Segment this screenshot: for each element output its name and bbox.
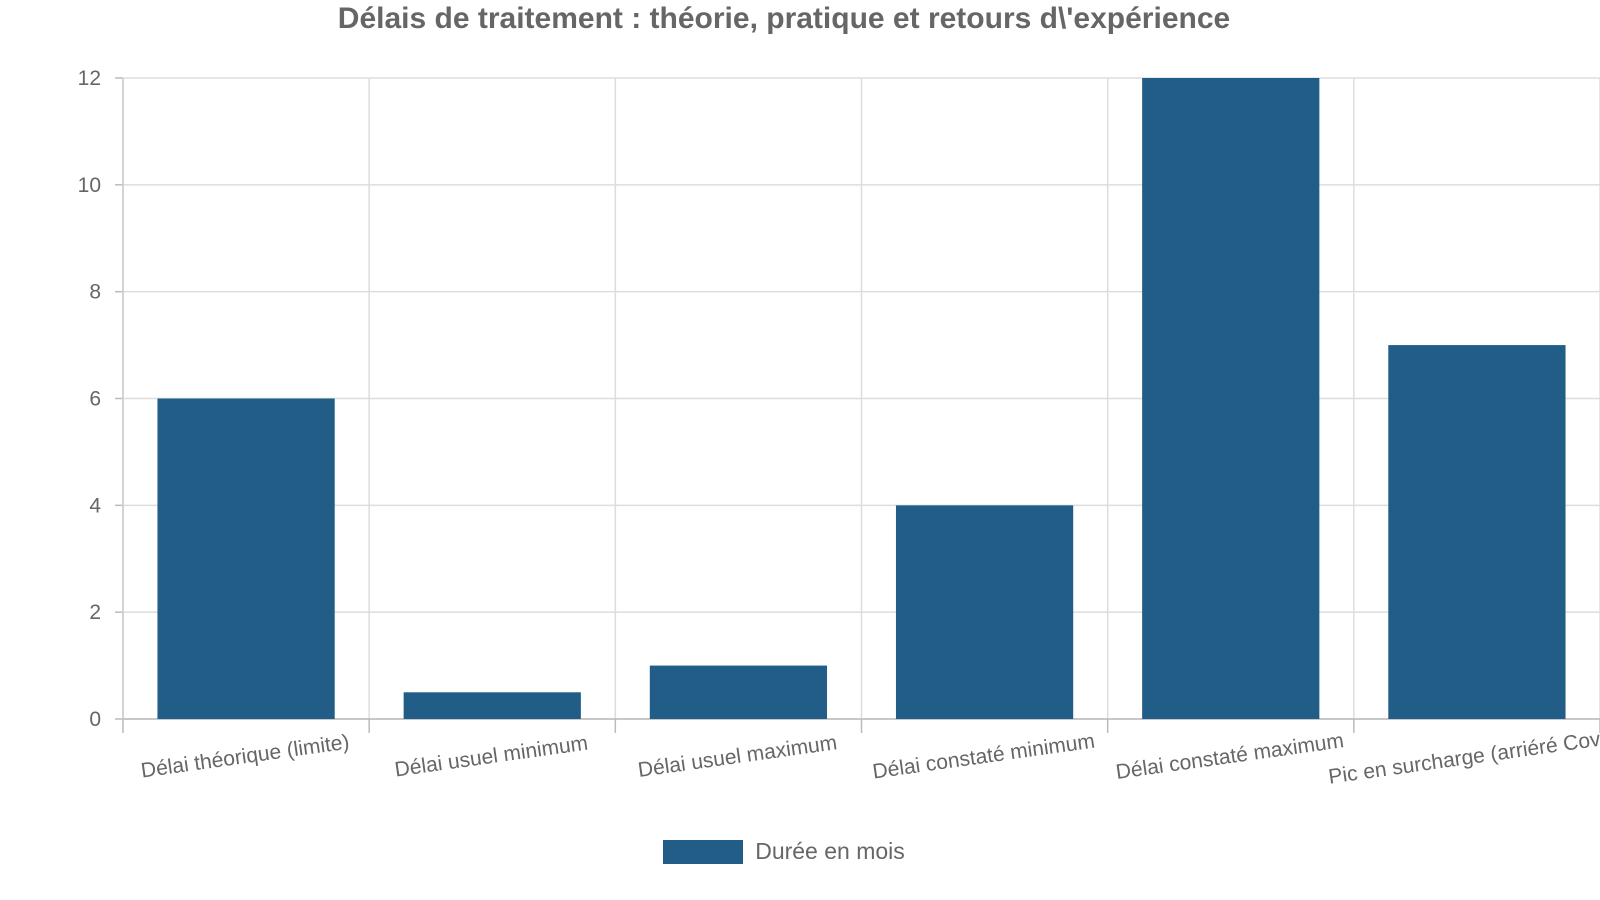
y-tick-label: 10 (78, 174, 101, 197)
x-tick-label: Délai théorique (limite) (140, 731, 351, 783)
bar (1142, 78, 1320, 719)
bar (649, 665, 828, 719)
legend: Durée en mois (0, 838, 1568, 865)
y-tick-label: 8 (89, 281, 101, 304)
x-tick-label: Pic en surcharge (arriéré Covid) (1327, 724, 1600, 788)
y-tick-label: 6 (89, 388, 101, 411)
legend-swatch (663, 839, 744, 864)
chart-title: Délais de traitement : théorie, pratique… (337, 2, 1231, 35)
x-tick-label: Délai usuel maximum (637, 731, 839, 782)
y-tick-label: 0 (89, 708, 101, 731)
legend-label: Durée en mois (755, 838, 905, 864)
bar (895, 505, 1074, 719)
bar (157, 398, 335, 719)
bar (1388, 345, 1566, 719)
x-tick-label: Délai constaté minimum (871, 730, 1096, 784)
y-tick-label: 12 (78, 67, 101, 90)
bar (403, 692, 581, 719)
y-tick-label: 2 (89, 601, 101, 624)
y-tick-label: 4 (89, 494, 101, 517)
x-tick-label: Délai usuel minimum (393, 732, 589, 782)
x-tick-label: Délai constaté maximum (1114, 729, 1345, 784)
